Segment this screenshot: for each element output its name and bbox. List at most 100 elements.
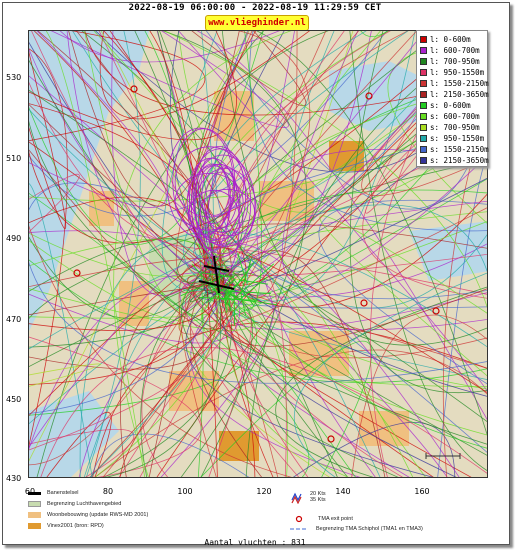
flight-track (105, 31, 221, 477)
flight-track (29, 31, 237, 141)
flight-track (178, 31, 487, 213)
flight-track (238, 276, 268, 301)
flight-track (45, 31, 146, 477)
legend-item: l: 1550-2150m (420, 78, 489, 88)
flight-track (29, 173, 80, 233)
legend-swatch (420, 79, 427, 87)
flight-track (40, 346, 487, 477)
runway (213, 255, 220, 294)
flight-track (94, 283, 219, 477)
flight-track (198, 297, 232, 300)
tma-exit-point (73, 269, 81, 277)
y-tick-450: 450 (6, 395, 22, 404)
flight-track (85, 31, 141, 477)
housing-swatch (28, 512, 41, 518)
legend-item: s: 2150-3650m (420, 155, 489, 165)
flight-track (29, 31, 167, 208)
legend-swatch (420, 68, 427, 76)
flight-track (243, 299, 277, 306)
legend-item: l: 950-1550m (420, 67, 484, 77)
key-tma-exit-label: TMA exit point (318, 516, 353, 522)
flight-track-map[interactable] (28, 30, 488, 478)
flight-track (240, 291, 247, 316)
flight-track (223, 270, 487, 477)
flight-track (201, 272, 235, 279)
flight-track (79, 231, 487, 477)
legend-label: l: 700-950m (430, 56, 480, 66)
flight-track (29, 31, 327, 466)
key-tma-exit: TMA exit point (294, 515, 353, 523)
key-runway: Banenstelsel (28, 490, 79, 496)
legend-item: s: 600-700m (420, 111, 480, 121)
flight-track (89, 271, 233, 477)
y-tick-510: 510 (6, 154, 22, 163)
flight-track (221, 31, 487, 346)
flight-track (29, 284, 230, 414)
flight-track (29, 89, 251, 276)
flight-track (212, 189, 487, 271)
flight-track (29, 182, 487, 453)
altitude-legend: l: 0-600m l: 600-700m l: 700-950m l: 950-15… (416, 30, 489, 167)
flight-track (29, 225, 293, 477)
flight-tracks (29, 31, 487, 477)
vinex-block (329, 141, 364, 171)
key-wind-35-label: 35 Kts (310, 497, 326, 503)
flight-track (37, 31, 232, 291)
flight-track (29, 363, 101, 387)
flight-track (29, 240, 223, 322)
runway (198, 280, 235, 290)
key-tma-boundary: Begrenzing TMA Schiphol (TMA1 en TMA3) (290, 526, 423, 532)
flight-track (349, 31, 487, 471)
flight-track (202, 31, 418, 281)
flight-track (196, 31, 487, 421)
legend-item: s: 1550-2150m (420, 144, 489, 154)
legend-item: l: 2150-3650m (420, 89, 489, 99)
flight-track (210, 284, 238, 299)
key-housing: Woonbebouwing (update RWS-MD 2001) (28, 512, 148, 518)
flight-track (202, 31, 345, 293)
legend-label: l: 0-600m (430, 34, 471, 44)
legend-swatch (420, 90, 427, 98)
flight-track (206, 294, 457, 477)
flight-track (29, 204, 487, 350)
flight-track (220, 31, 262, 311)
tma-exit-points (73, 85, 440, 443)
x-tick-160: 160 (414, 487, 430, 496)
flight-track (172, 128, 236, 235)
flight-track (191, 264, 220, 296)
legend-label: s: 700-950m (430, 122, 480, 132)
legend-swatch (420, 112, 427, 120)
flight-track (29, 120, 487, 445)
flight-track (175, 31, 253, 285)
flight-track (29, 149, 219, 330)
flight-track (162, 31, 307, 477)
legend-item: s: 0-600m (420, 100, 471, 110)
flight-track (193, 163, 232, 241)
brand-badge[interactable]: www.vlieghinder.nl (205, 15, 309, 31)
flight-track (119, 54, 487, 477)
flight-count: Aantal vluchten : 831 (204, 538, 306, 547)
flight-track (36, 31, 329, 477)
flight-track (31, 31, 404, 477)
flight-track (203, 177, 487, 295)
key-housing-label: Woonbebouwing (update RWS-MD 2001) (47, 512, 149, 518)
flight-track (94, 349, 487, 477)
flight-track (29, 183, 93, 477)
y-tick-490: 490 (6, 234, 22, 243)
x-tick-100: 100 (177, 487, 193, 496)
flight-track (109, 31, 247, 286)
legend-label: s: 950-1550m (430, 133, 485, 143)
key-vinex: Vinex2001 (bron: RPD) (28, 523, 104, 529)
flight-track (113, 31, 292, 477)
vinex-swatch (28, 523, 41, 529)
flight-track (233, 285, 236, 326)
key-tma-boundary-label: Begrenzing TMA Schiphol (TMA1 en TMA3) (316, 526, 423, 532)
flight-track (205, 278, 236, 304)
sea-area (29, 31, 149, 331)
legend-item: l: 600-700m (420, 45, 480, 55)
flight-track (102, 31, 311, 477)
flight-track (181, 266, 399, 477)
flight-track (174, 146, 245, 218)
legend-label: s: 0-600m (430, 100, 471, 110)
map-key: Banenstelsel Begrenzing Luchthavengebied… (28, 490, 488, 535)
